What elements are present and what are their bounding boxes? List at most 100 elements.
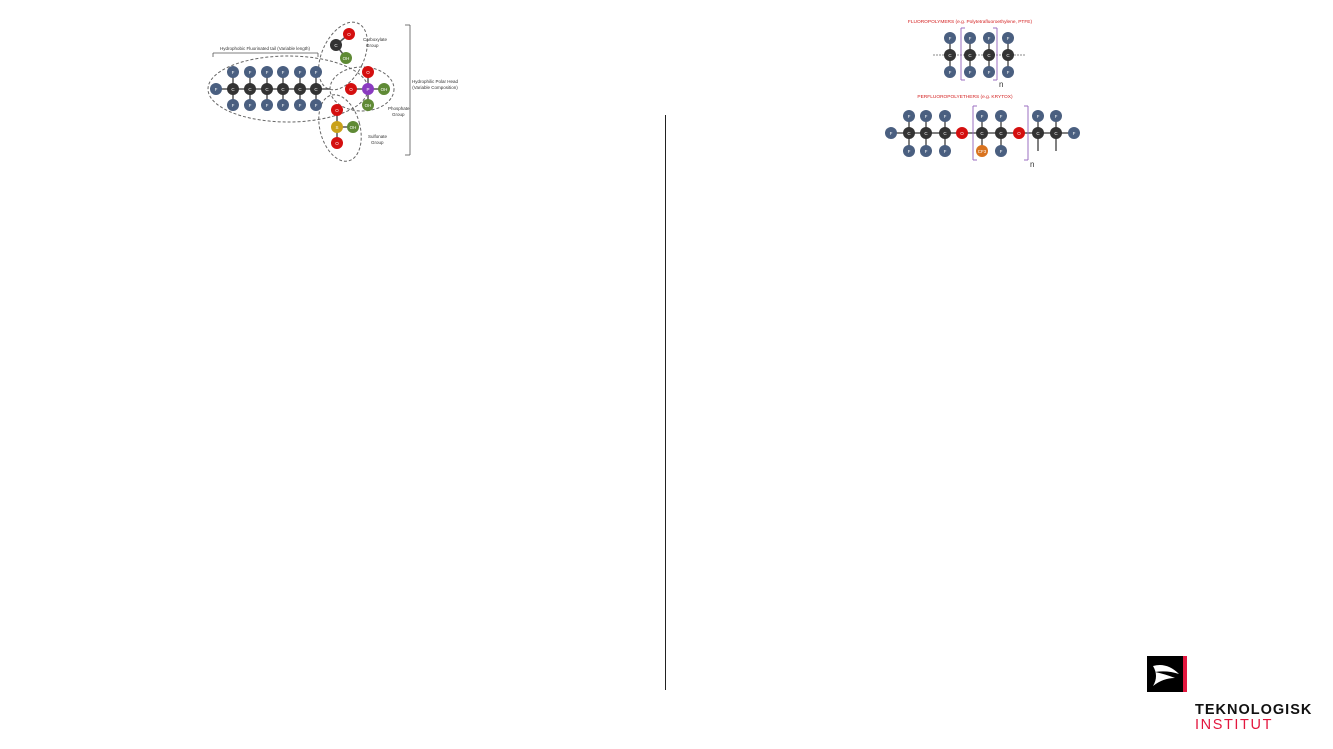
atom-o (956, 127, 968, 139)
atom-c (261, 83, 273, 95)
atom-cf3 (976, 145, 988, 157)
atom-c (939, 127, 951, 139)
column-divider (665, 115, 666, 690)
atom-label: F (232, 103, 235, 108)
atom-c (1050, 127, 1062, 139)
atom-f (1068, 127, 1080, 139)
atom-c (964, 49, 976, 61)
atom-label: F (299, 103, 302, 108)
atom-label: O (960, 131, 964, 136)
atom-label: F (282, 70, 285, 75)
atom-label: F (969, 36, 972, 41)
atom-f (920, 110, 932, 122)
atom-label: C (968, 53, 972, 58)
atom-label: C (298, 87, 302, 92)
atom-label: F (282, 103, 285, 108)
atom-f (964, 66, 976, 78)
atom-label: F (1000, 114, 1003, 119)
atom-label: C (314, 87, 318, 92)
teknologisk-logo-icon (1147, 656, 1187, 692)
atom-label: F (215, 87, 218, 92)
tail-label: Hydrophobic Fluorinated tail (Variable l… (220, 46, 310, 51)
atom-label: C (999, 131, 1003, 136)
atom-label: O (335, 108, 339, 113)
atom-c (244, 83, 256, 95)
atom-label: F (925, 114, 928, 119)
phosphate-label: Group (392, 112, 405, 117)
atom-f (939, 145, 951, 157)
atom-c (294, 83, 306, 95)
atom-label: C (1054, 131, 1058, 136)
atom-o (362, 66, 374, 78)
atom-label: C (943, 131, 947, 136)
atom-label: C (907, 131, 911, 136)
atom-oh (347, 121, 359, 133)
atom-label: F (969, 70, 972, 75)
atom-f (244, 99, 256, 111)
atom-label: OH (343, 56, 350, 61)
atom-f (983, 32, 995, 44)
atom-label: F (988, 36, 991, 41)
atom-label: F (1073, 131, 1076, 136)
atom-label: C (1036, 131, 1040, 136)
atom-c (920, 127, 932, 139)
atom-label: F (232, 70, 235, 75)
logo-text-line2: INSTITUT (1195, 717, 1274, 733)
fluoropolymer-title: FLUOROPOLYMERS (e.g. Polytetrafluoroethy… (908, 19, 1033, 25)
atom-c (995, 127, 1007, 139)
atom-label: F (266, 103, 269, 108)
atom-f (310, 66, 322, 78)
atom-label: OH (365, 103, 372, 108)
carboxylate-label: Carboxylate (363, 37, 388, 42)
atom-f (294, 66, 306, 78)
atom-label: F (249, 70, 252, 75)
atom-f (885, 127, 897, 139)
atom-f (227, 66, 239, 78)
atom-label: O (1017, 131, 1021, 136)
atom-label: F (1007, 36, 1010, 41)
atom-label: F (1007, 70, 1010, 75)
atom-f (277, 66, 289, 78)
atom-oh (378, 83, 390, 95)
atom-label: C (948, 53, 952, 58)
atom-f (261, 66, 273, 78)
atom-label: F (266, 70, 269, 75)
atom-label: F (1055, 114, 1058, 119)
atom-f (995, 145, 1007, 157)
atom-f (227, 99, 239, 111)
atom-label: C (265, 87, 269, 92)
atom-label: O (335, 141, 339, 146)
atom-label: CF3 (978, 149, 987, 154)
atom-c (330, 39, 342, 51)
atom-f (903, 110, 915, 122)
sulfonate-label: Group (371, 140, 384, 145)
atom-label: F (949, 36, 952, 41)
atom-f (944, 66, 956, 78)
atom-f (944, 32, 956, 44)
atom-f (294, 99, 306, 111)
atom-f (976, 110, 988, 122)
atom-label: O (366, 70, 370, 75)
carboxylate-label: Group (366, 43, 379, 48)
atom-label: F (315, 103, 318, 108)
atom-label: F (1000, 149, 1003, 154)
atom-label: F (299, 70, 302, 75)
head-label: Hydrophilic Polar Head (412, 79, 459, 84)
atom-c (277, 83, 289, 95)
atom-label: OH (350, 125, 357, 130)
atom-label: F (988, 70, 991, 75)
atom-label: C (1006, 53, 1010, 58)
phosphate-label: Phosphate (388, 106, 410, 111)
atom-f (939, 110, 951, 122)
atom-label: F (908, 114, 911, 119)
atom-f (210, 83, 222, 95)
atom-o (343, 28, 355, 40)
atom-label: O (349, 87, 353, 92)
atom-s (331, 121, 343, 133)
atom-c (903, 127, 915, 139)
atom-label: F (981, 114, 984, 119)
atom-f (920, 145, 932, 157)
atom-c (1032, 127, 1044, 139)
atom-o (331, 104, 343, 116)
atom-f (261, 99, 273, 111)
